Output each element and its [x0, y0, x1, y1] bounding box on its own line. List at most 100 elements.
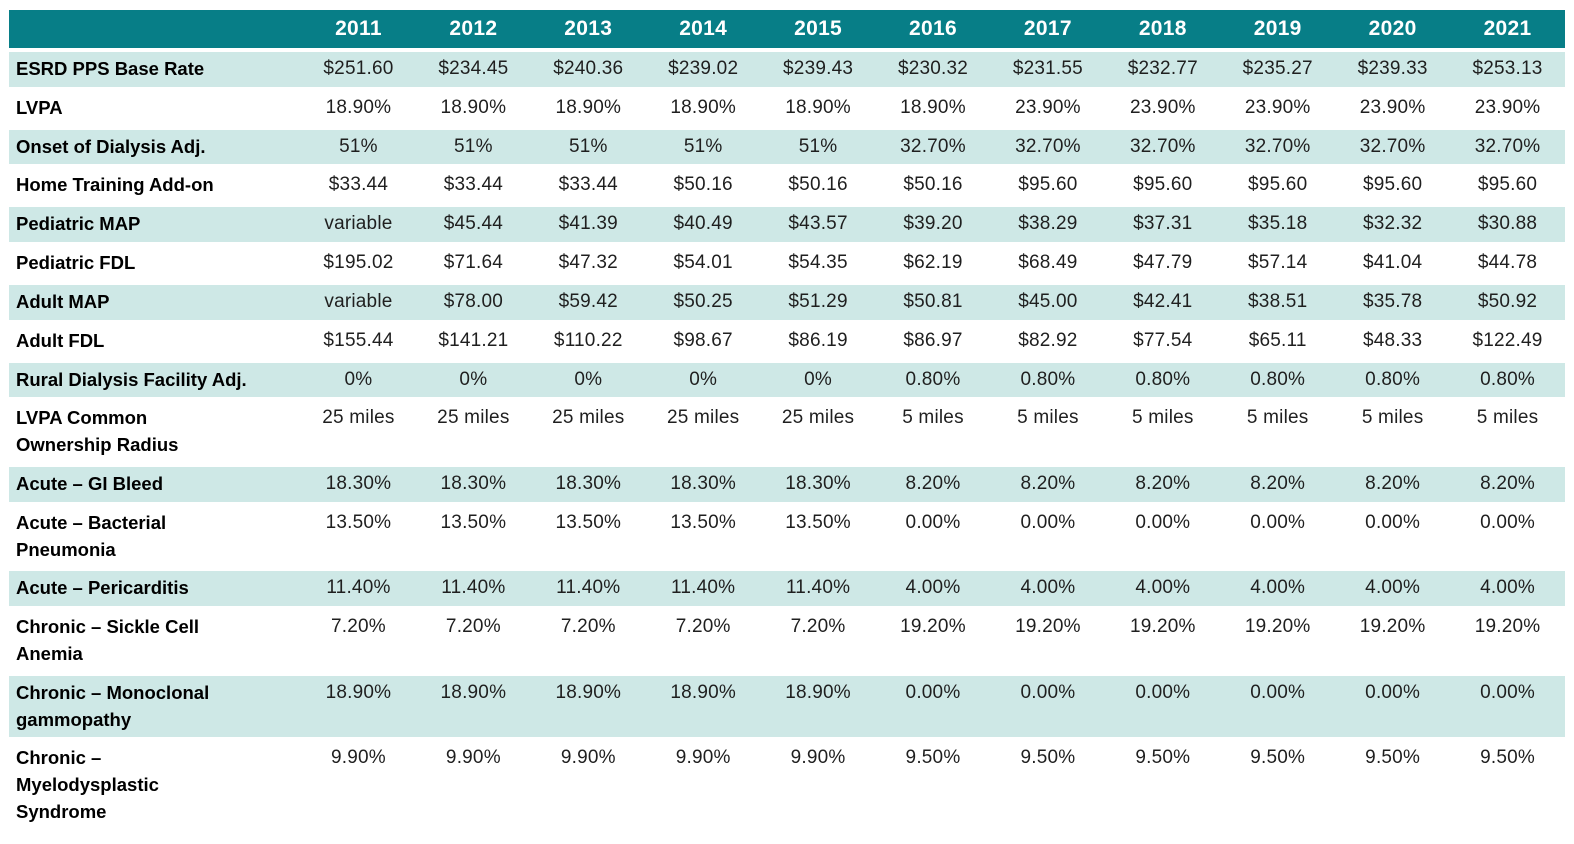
cell-value: 18.30%	[415, 466, 531, 502]
cell-value: $41.39	[530, 207, 646, 243]
table-row: Pediatric FDL $195.02 $71.64 $47.32 $54.01 $5…	[9, 246, 1565, 281]
cell-value: 9.90%	[301, 741, 416, 830]
esrd-pps-table: 2011 2012 2013 2014 2015 2016 2017 2018 2019 2020…	[9, 6, 1565, 834]
cell-value: $95.60	[1450, 168, 1565, 204]
cell-value: 0.00%	[1105, 675, 1221, 738]
cell-value: 9.50%	[875, 741, 991, 830]
table-header: 2011 2012 2013 2014 2015 2016 2017 2018 2019 2020…	[9, 10, 1565, 48]
cell-value: 32.70%	[1220, 129, 1336, 165]
cell-value: 51%	[760, 129, 876, 165]
cell-value: 0%	[530, 362, 646, 398]
cell-value: $38.51	[1220, 284, 1336, 320]
table-row: LVPA 18.90% 18.90% 18.90% 18.90% 18.90% 18.90%…	[9, 90, 1565, 126]
cell-value: $33.44	[415, 168, 531, 204]
row-label: Adult FDL	[9, 323, 301, 359]
year-column-header: 2014	[645, 10, 761, 48]
cell-value: 11.40%	[760, 571, 876, 607]
cell-value: 23.90%	[990, 90, 1106, 126]
cell-value: 0.80%	[990, 362, 1106, 398]
table-row: Home Training Add-on $33.44 $33.44 $33.44 $5…	[9, 168, 1565, 204]
year-column-header: 2019	[1220, 10, 1336, 48]
row-label: LVPA Common Ownership Radius	[9, 401, 301, 463]
cell-value: 4.00%	[1220, 571, 1336, 607]
cell-value: 32.70%	[1450, 129, 1565, 165]
cell-value: 18.90%	[760, 90, 876, 126]
cell-value: 18.90%	[645, 675, 761, 738]
cell-value: 23.90%	[1450, 90, 1565, 126]
cell-value: 8.20%	[990, 466, 1106, 502]
cell-value: $44.78	[1450, 246, 1565, 281]
row-label: Chronic – Myelodysplastic Syndrome	[9, 741, 301, 830]
table-row: Pediatric MAP variable $45.44 $41.39 $40.49 $…	[9, 207, 1565, 243]
corner-cell	[9, 10, 301, 48]
cell-value: 51%	[530, 129, 646, 165]
cell-value: $30.88	[1450, 207, 1565, 243]
cell-value: 19.20%	[1105, 610, 1221, 672]
cell-value: 0.00%	[1450, 675, 1565, 738]
cell-value: $122.49	[1450, 323, 1565, 359]
cell-value: $141.21	[415, 323, 531, 359]
cell-value: 7.20%	[645, 610, 761, 672]
cell-value: $45.44	[415, 207, 531, 243]
cell-value: $195.02	[301, 246, 416, 281]
cell-value: 19.20%	[990, 610, 1106, 672]
year-column-header: 2013	[530, 10, 646, 48]
cell-value: 19.20%	[875, 610, 991, 672]
cell-value: 0.00%	[990, 505, 1106, 568]
cell-value: 51%	[645, 129, 761, 165]
year-column-header: 2011	[301, 10, 416, 48]
cell-value: $155.44	[301, 323, 416, 359]
cell-value: 25 miles	[760, 401, 876, 463]
cell-value: $62.19	[875, 246, 991, 281]
cell-value: 13.50%	[760, 505, 876, 568]
cell-value: 0.00%	[1220, 505, 1336, 568]
table-row: Chronic – Monoclonal gammopathy 18.90% 18.…	[9, 675, 1565, 738]
cell-value: 4.00%	[990, 571, 1106, 607]
cell-value: $95.60	[1105, 168, 1221, 204]
table-row: LVPA Common Ownership Radius 25 miles 25 m…	[9, 401, 1565, 463]
cell-value: 5 miles	[1220, 401, 1336, 463]
cell-value: $240.36	[530, 52, 646, 87]
cell-value: 5 miles	[990, 401, 1106, 463]
cell-value: 8.20%	[1105, 466, 1221, 502]
cell-value: 8.20%	[1450, 466, 1565, 502]
cell-value: $57.14	[1220, 246, 1336, 281]
cell-value: $234.45	[415, 52, 531, 87]
cell-value: $47.32	[530, 246, 646, 281]
row-label: Chronic – Monoclonal gammopathy	[9, 675, 301, 738]
cell-value: $82.92	[990, 323, 1106, 359]
cell-value: 18.90%	[645, 90, 761, 126]
table-body: ESRD PPS Base Rate $251.60 $234.45 $240.36 $…	[9, 52, 1565, 830]
cell-value: 0.00%	[1105, 505, 1221, 568]
cell-value: $230.32	[875, 52, 991, 87]
cell-value: $50.92	[1450, 284, 1565, 320]
row-label: LVPA	[9, 90, 301, 126]
table-row: Adult FDL $155.44 $141.21 $110.22 $98.67 $86.…	[9, 323, 1565, 359]
cell-value: 25 miles	[530, 401, 646, 463]
cell-value: $77.54	[1105, 323, 1221, 359]
cell-value: 23.90%	[1220, 90, 1336, 126]
cell-value: $110.22	[530, 323, 646, 359]
cell-value: 0%	[415, 362, 531, 398]
cell-value: 11.40%	[645, 571, 761, 607]
row-label: Acute – Bacterial Pneumonia	[9, 505, 301, 568]
cell-value: $68.49	[990, 246, 1106, 281]
row-label: Home Training Add-on	[9, 168, 301, 204]
cell-value: 0.00%	[1450, 505, 1565, 568]
row-label: ESRD PPS Base Rate	[9, 52, 301, 87]
cell-value: 18.30%	[645, 466, 761, 502]
cell-value: 9.50%	[1335, 741, 1451, 830]
cell-value: 25 miles	[415, 401, 531, 463]
cell-value: 5 miles	[1450, 401, 1565, 463]
cell-value: 9.90%	[530, 741, 646, 830]
cell-value: 0.00%	[1220, 675, 1336, 738]
cell-value: $35.78	[1335, 284, 1451, 320]
cell-value: 19.20%	[1220, 610, 1336, 672]
cell-value: $54.01	[645, 246, 761, 281]
header-row: 2011 2012 2013 2014 2015 2016 2017 2018 2019 2020…	[9, 10, 1565, 48]
cell-value: 0.00%	[1335, 675, 1451, 738]
table-row: Acute – GI Bleed 18.30% 18.30% 18.30% 18.30%…	[9, 466, 1565, 502]
cell-value: $35.18	[1220, 207, 1336, 243]
cell-value: 9.50%	[1105, 741, 1221, 830]
